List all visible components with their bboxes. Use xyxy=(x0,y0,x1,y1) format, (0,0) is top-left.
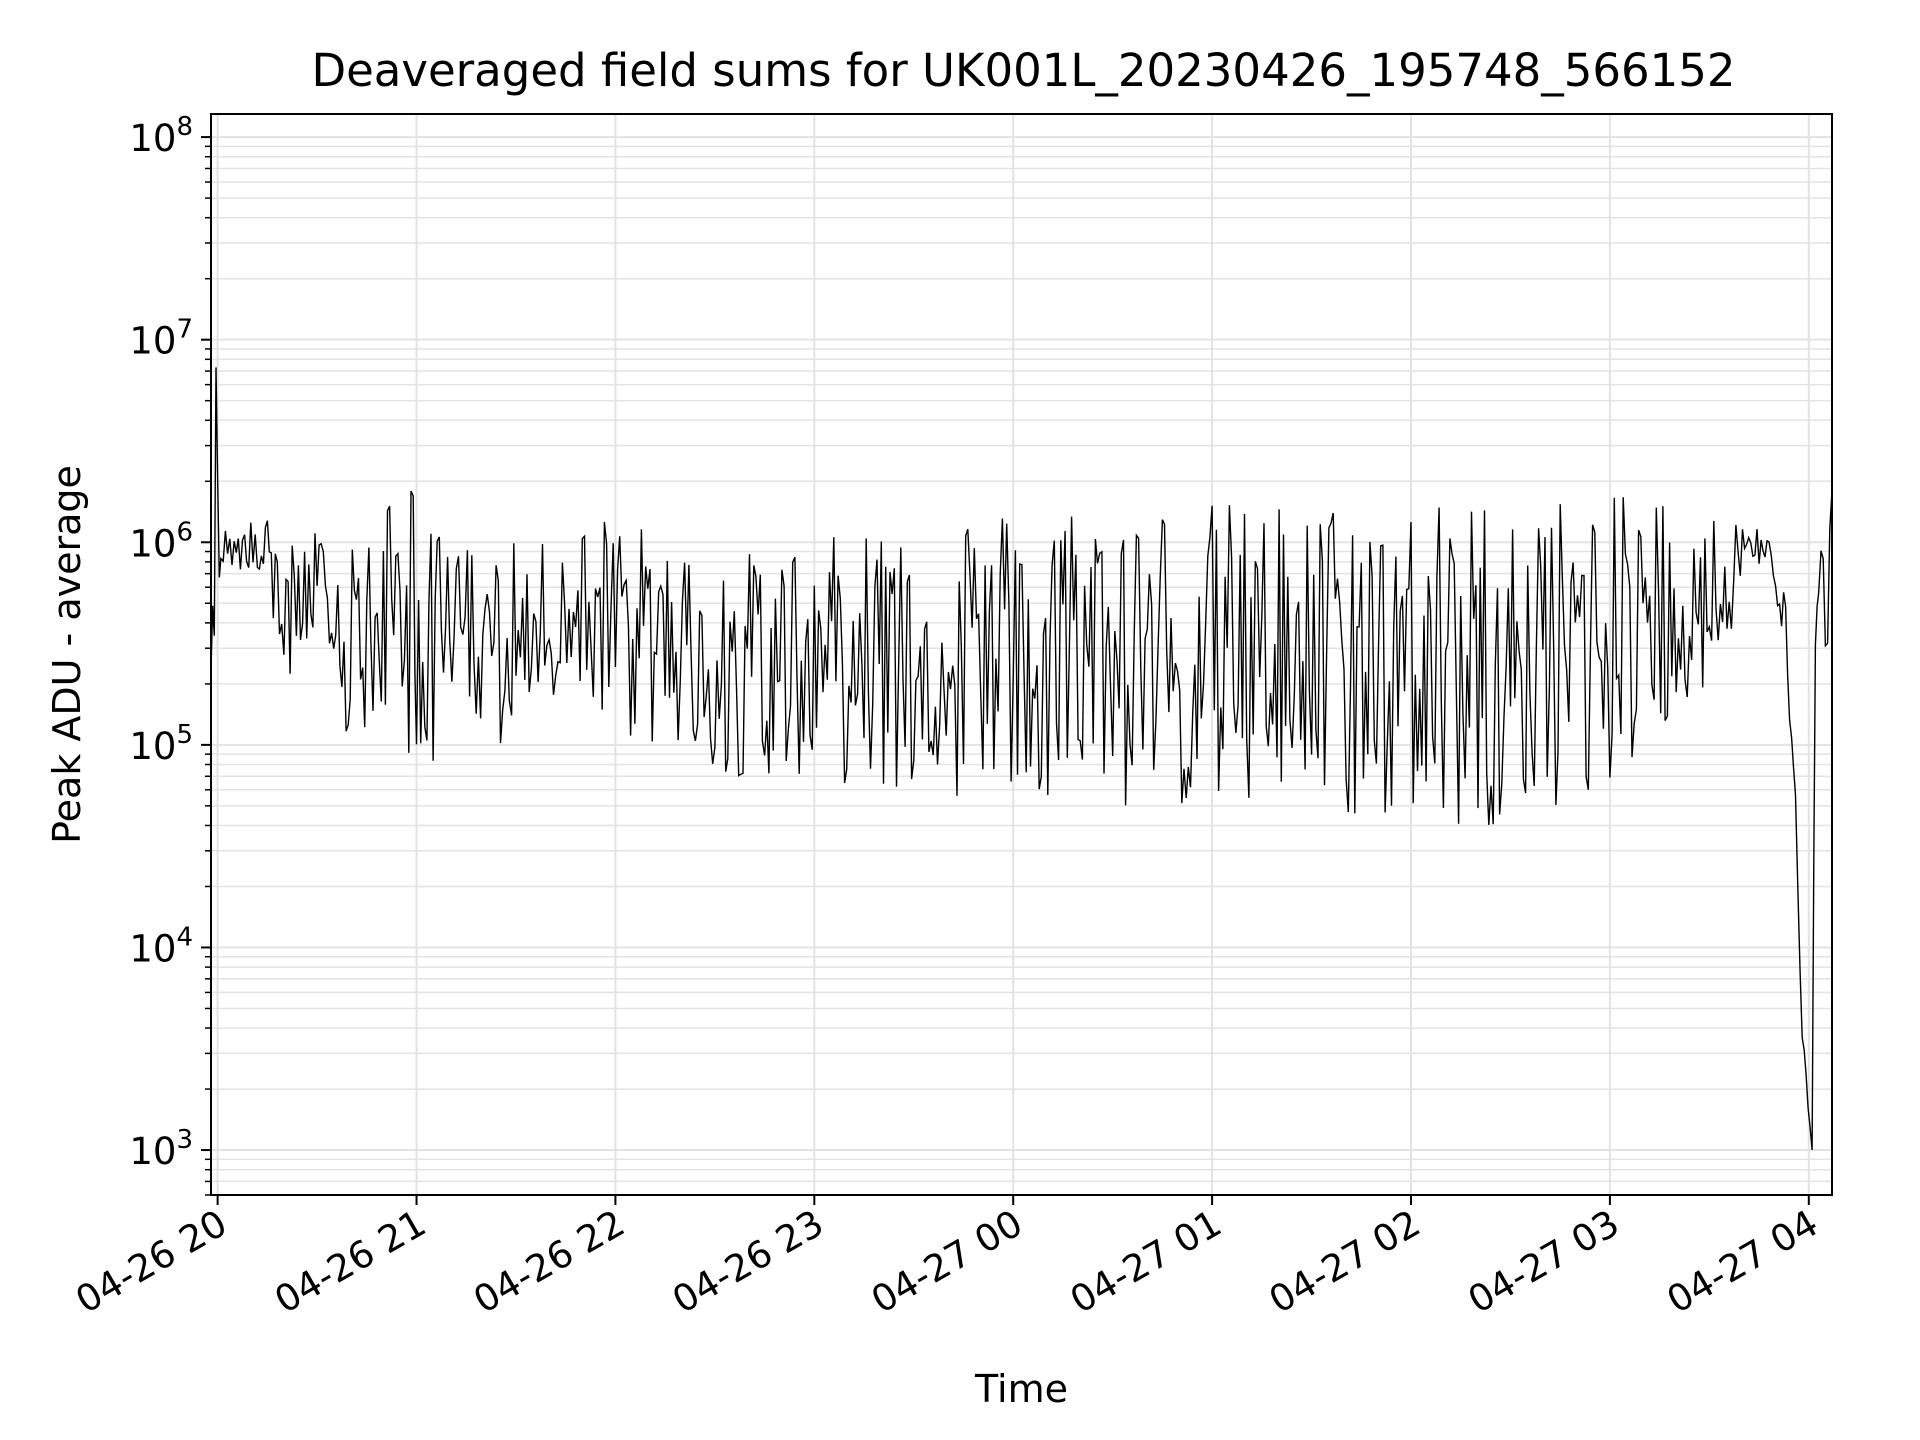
y-tick-base: 10 xyxy=(129,927,176,970)
y-tick-exponent: 8 xyxy=(176,112,193,142)
y-tick-base: 10 xyxy=(129,725,176,768)
y-tick-exponent: 3 xyxy=(176,1125,193,1155)
y-tick-base: 10 xyxy=(129,320,176,363)
y-axis-label: Peak ADU - average xyxy=(45,465,89,844)
y-tick-exponent: 6 xyxy=(176,517,193,547)
chart-title: Deaveraged field sums for UK001L_2023042… xyxy=(311,44,1735,97)
y-tick-exponent: 5 xyxy=(176,720,193,750)
y-tick-exponent: 4 xyxy=(176,922,193,952)
y-tick-base: 10 xyxy=(129,522,176,565)
y-tick-exponent: 7 xyxy=(176,315,193,345)
y-tick-base: 10 xyxy=(129,117,176,160)
y-tick-base: 10 xyxy=(129,1130,176,1173)
x-axis-label: Time xyxy=(974,1367,1068,1411)
